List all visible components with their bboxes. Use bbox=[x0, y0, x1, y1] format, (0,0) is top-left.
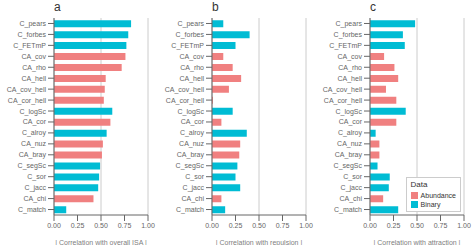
svg-text:CA_cov_hell: CA_cov_hell bbox=[8, 86, 46, 94]
svg-text:C_match: C_match bbox=[334, 206, 362, 214]
svg-text:CA_nuz: CA_nuz bbox=[21, 140, 46, 148]
svg-text:1.00: 1.00 bbox=[299, 222, 313, 229]
svg-text:C_match: C_match bbox=[18, 206, 46, 214]
svg-text:C_pears: C_pears bbox=[178, 20, 205, 28]
svg-text:0.50: 0.50 bbox=[252, 222, 266, 229]
svg-text:C_match: C_match bbox=[176, 206, 204, 214]
svg-text:CA_cov: CA_cov bbox=[21, 53, 46, 61]
svg-text:0.25: 0.25 bbox=[387, 222, 401, 229]
svg-text:C_segSc: C_segSc bbox=[334, 162, 363, 170]
svg-text:CA_bray: CA_bray bbox=[335, 151, 363, 159]
svg-text:CA_hell: CA_hell bbox=[179, 75, 204, 83]
svg-text:C_jacc: C_jacc bbox=[25, 184, 47, 192]
svg-text:C_sor: C_sor bbox=[343, 173, 362, 181]
svg-text:0.00: 0.00 bbox=[47, 222, 61, 229]
svg-text:CA_cor: CA_cor bbox=[181, 118, 205, 126]
svg-text:C_pears: C_pears bbox=[20, 20, 47, 28]
svg-text:| Correlation with repulsion |: | Correlation with repulsion | bbox=[216, 239, 303, 245]
svg-text:CA_rho: CA_rho bbox=[22, 64, 46, 72]
svg-text:CA_chi: CA_chi bbox=[23, 195, 46, 203]
svg-text:0.75: 0.75 bbox=[118, 222, 132, 229]
svg-text:0.25: 0.25 bbox=[71, 222, 85, 229]
html-text:c: c bbox=[370, 0, 376, 14]
svg-text:| Correlation with attraction: | Correlation with attraction | bbox=[374, 239, 461, 245]
svg-text:CA_rho: CA_rho bbox=[338, 64, 362, 72]
svg-text:C_alroy: C_alroy bbox=[22, 129, 47, 137]
svg-text:CA_cov_hell: CA_cov_hell bbox=[165, 86, 205, 94]
svg-text:C_logSc: C_logSc bbox=[20, 108, 47, 116]
html-text:b: b bbox=[212, 0, 219, 14]
svg-text:C_FETmP: C_FETmP bbox=[171, 42, 204, 50]
svg-text:| Correlation with overall ISA: | Correlation with overall ISA | bbox=[55, 239, 147, 245]
svg-text:C_segSc: C_segSc bbox=[18, 162, 47, 170]
svg-text:C_sor: C_sor bbox=[27, 173, 46, 181]
svg-text:0.75: 0.75 bbox=[276, 222, 290, 229]
svg-text:C_alroy: C_alroy bbox=[180, 129, 205, 137]
svg-text:C_jacc: C_jacc bbox=[183, 184, 205, 192]
svg-text:CA_bray: CA_bray bbox=[177, 151, 205, 159]
svg-text:C_FETmP: C_FETmP bbox=[13, 42, 46, 50]
svg-text:CA_hell: CA_hell bbox=[337, 75, 362, 83]
svg-text:CA_cor_hell: CA_cor_hell bbox=[8, 97, 46, 105]
svg-text:C_pears: C_pears bbox=[336, 20, 363, 28]
svg-text:CA_nuz: CA_nuz bbox=[179, 140, 204, 148]
svg-text:C_segSc: C_segSc bbox=[176, 162, 205, 170]
svg-text:CA_hell: CA_hell bbox=[21, 75, 46, 83]
svg-text:1.00: 1.00 bbox=[457, 222, 466, 229]
svg-text:CA_bray: CA_bray bbox=[19, 151, 47, 159]
svg-text:CA_rho: CA_rho bbox=[180, 64, 204, 72]
svg-text:0.25: 0.25 bbox=[229, 222, 243, 229]
svg-text:CA_cor_hell: CA_cor_hell bbox=[166, 97, 205, 105]
svg-text:0.00: 0.00 bbox=[363, 222, 377, 229]
html-text:Data: Data bbox=[410, 180, 428, 189]
svg-text:C_forbes: C_forbes bbox=[18, 31, 47, 39]
svg-text:CA_nuz: CA_nuz bbox=[337, 140, 362, 148]
svg-text:C_FETmP: C_FETmP bbox=[329, 42, 362, 50]
svg-text:C_logSc: C_logSc bbox=[336, 108, 363, 116]
svg-text:0.50: 0.50 bbox=[410, 222, 424, 229]
html-text:Binary: Binary bbox=[420, 201, 441, 208]
svg-text:0.00: 0.00 bbox=[205, 222, 219, 229]
svg-text:1.00: 1.00 bbox=[141, 222, 155, 229]
html-text:a: a bbox=[54, 0, 61, 14]
svg-text:C_alroy: C_alroy bbox=[338, 129, 363, 137]
svg-text:C_sor: C_sor bbox=[185, 173, 204, 181]
html-text:Abundance: Abundance bbox=[420, 192, 456, 199]
svg-text:CA_cor: CA_cor bbox=[339, 118, 363, 126]
svg-text:C_forbes: C_forbes bbox=[176, 31, 205, 39]
svg-text:C_jacc: C_jacc bbox=[341, 184, 363, 192]
svg-text:CA_cor_hell: CA_cor_hell bbox=[324, 97, 363, 105]
svg-text:0.50: 0.50 bbox=[94, 222, 108, 229]
svg-text:CA_cov_hell: CA_cov_hell bbox=[323, 86, 363, 94]
svg-text:CA_chi: CA_chi bbox=[181, 195, 204, 203]
svg-text:CA_cor: CA_cor bbox=[23, 118, 47, 126]
svg-text:C_logSc: C_logSc bbox=[178, 108, 205, 116]
svg-text:CA_cov: CA_cov bbox=[337, 53, 362, 61]
svg-text:0.75: 0.75 bbox=[434, 222, 448, 229]
svg-text:CA_chi: CA_chi bbox=[339, 195, 362, 203]
svg-text:CA_cov: CA_cov bbox=[179, 53, 204, 61]
svg-text:C_forbes: C_forbes bbox=[334, 31, 363, 39]
